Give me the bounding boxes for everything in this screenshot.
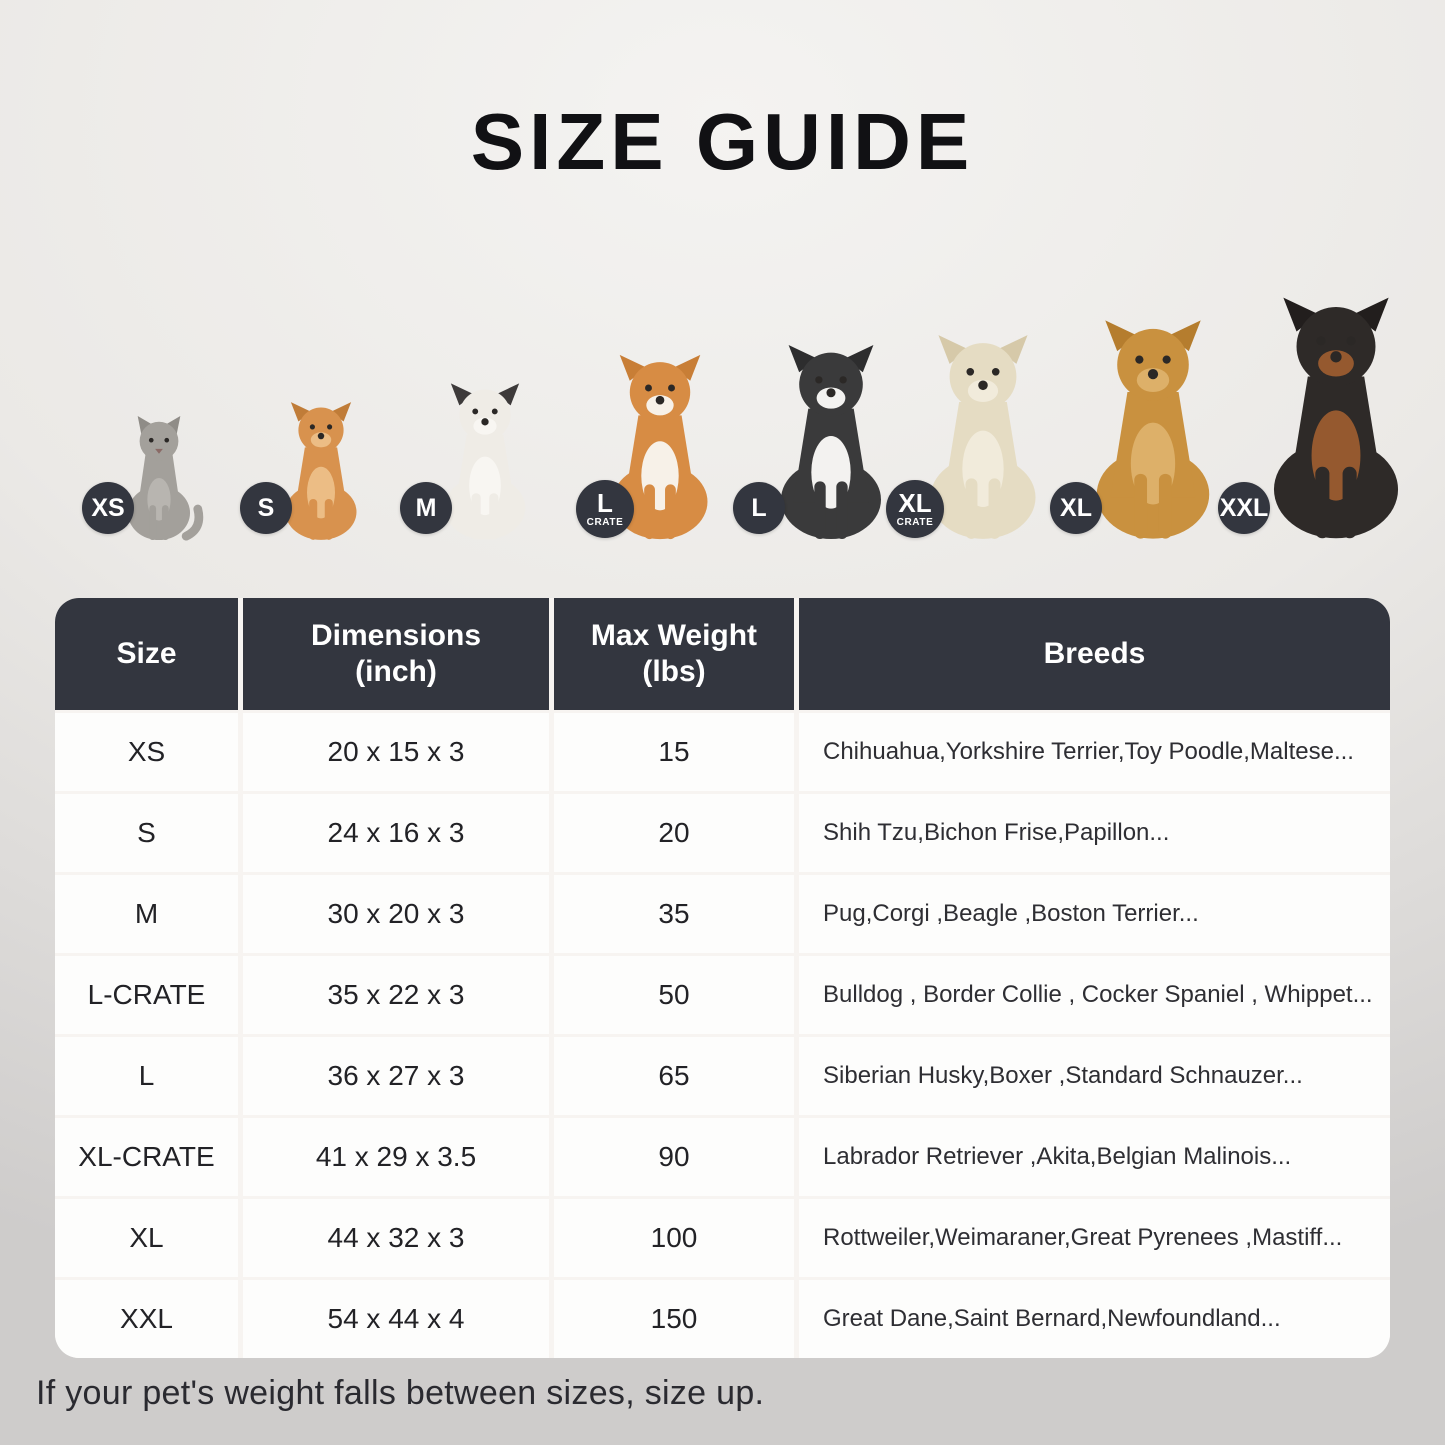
badge-label: XL <box>898 488 932 518</box>
column-header-label: Size <box>116 637 177 670</box>
size-badge-xl: XL <box>1050 482 1102 534</box>
column-header-unit: (inch) <box>355 655 437 688</box>
cell-size: S <box>55 794 238 872</box>
french-bulldog-image: M <box>400 380 546 542</box>
cell-dimensions: 20 x 15 x 3 <box>243 713 549 791</box>
size-badge-s: S <box>240 482 292 534</box>
animal-illustration <box>930 335 1036 539</box>
column-header-breeds: Breeds <box>799 598 1390 710</box>
size-badge-l: L <box>733 482 785 534</box>
page-title: SIZE GUIDE <box>470 97 975 186</box>
cell-max-weight: 150 <box>554 1280 794 1358</box>
labrador-retriever-image: XL CRATE <box>886 332 1064 542</box>
size-badge-xl-crate: XL CRATE <box>886 480 944 538</box>
cell-dimensions: 30 x 20 x 3 <box>243 875 549 953</box>
column-header-max-weight: Max Weight (lbs) <box>554 598 794 710</box>
cell-size: L <box>55 1037 238 1115</box>
badge-label: L <box>751 493 767 522</box>
sizing-note: If your pet's weight falls between sizes… <box>36 1374 765 1412</box>
cell-dimensions: 35 x 22 x 3 <box>243 956 549 1034</box>
animal-illustration <box>781 345 881 539</box>
animal-illustration <box>285 402 357 540</box>
animal-illustration <box>444 383 526 540</box>
doberman-image: XXL <box>1218 287 1430 542</box>
cell-dimensions: 54 x 44 x 4 <box>243 1280 549 1358</box>
cell-dimensions: 44 x 32 x 3 <box>243 1199 549 1277</box>
size-badge-xs: XS <box>82 482 134 534</box>
size-badge-l-crate: L CRATE <box>576 480 634 538</box>
cell-breeds: Rottweiler,Weimaraner,Great Pyrenees ,Ma… <box>799 1199 1390 1277</box>
cell-size: XS <box>55 713 238 791</box>
badge-sublabel: CRATE <box>896 517 934 528</box>
cell-size: M <box>55 875 238 953</box>
shiba-inu-image: L CRATE <box>576 352 736 542</box>
cell-size: XL-CRATE <box>55 1118 238 1196</box>
column-header-label: Breeds <box>1043 637 1146 670</box>
cell-size: XL <box>55 1199 238 1277</box>
cell-breeds: Pug,Corgi ,Beagle ,Boston Terrier... <box>799 875 1390 953</box>
size-badge-m: M <box>400 482 452 534</box>
cell-breeds: Shih Tzu,Bichon Frise,Papillon... <box>799 794 1390 872</box>
column-header-dimensions: Dimensions (inch) <box>243 598 549 710</box>
column-header-label: Max Weight <box>590 619 758 652</box>
column-header-label: Dimensions <box>310 619 482 652</box>
badge-sublabel: CRATE <box>586 517 624 528</box>
badge-label: L <box>597 488 613 518</box>
badge-label: S <box>257 493 275 522</box>
cell-max-weight: 20 <box>554 794 794 872</box>
cell-max-weight: 15 <box>554 713 794 791</box>
badge-label: XXL <box>1219 493 1269 522</box>
cell-size: XXL <box>55 1280 238 1358</box>
cell-max-weight: 90 <box>554 1118 794 1196</box>
animal-illustration <box>612 354 708 540</box>
animal-illustration <box>1096 320 1210 539</box>
badge-label: M <box>415 493 437 522</box>
cell-breeds: Bulldog , Border Collie , Cocker Spaniel… <box>799 956 1390 1034</box>
size-badge-xxl: XXL <box>1218 482 1270 534</box>
column-header-size: Size <box>55 598 238 710</box>
border-collie-image: L <box>733 342 915 542</box>
cell-breeds: Chihuahua,Yorkshire Terrier,Toy Poodle,M… <box>799 713 1390 791</box>
golden-retriever-image: XL <box>1050 317 1244 542</box>
animal-illustration <box>1273 297 1399 539</box>
cell-max-weight: 100 <box>554 1199 794 1277</box>
cell-dimensions: 36 x 27 x 3 <box>243 1037 549 1115</box>
cell-breeds: Labrador Retriever ,Akita,Belgian Malino… <box>799 1118 1390 1196</box>
cell-dimensions: 41 x 29 x 3.5 <box>243 1118 549 1196</box>
column-header-unit: (lbs) <box>642 655 706 688</box>
pet-size-lineup: XS S M L CRATE L XL CRATE XL XXL <box>0 252 1445 542</box>
badge-label: XL <box>1060 493 1092 522</box>
cell-max-weight: 35 <box>554 875 794 953</box>
size-guide-table: Size Dimensions (inch) Max Weight (lbs) Breed… <box>55 598 1390 1358</box>
cell-breeds: Great Dane,Saint Bernard,Newfoundland... <box>799 1280 1390 1358</box>
cell-size: L-CRATE <box>55 956 238 1034</box>
cat-image: XS <box>82 414 218 542</box>
cell-max-weight: 65 <box>554 1037 794 1115</box>
cell-dimensions: 24 x 16 x 3 <box>243 794 549 872</box>
animal-illustration <box>127 415 204 541</box>
cell-max-weight: 50 <box>554 956 794 1034</box>
pomeranian-image: S <box>240 400 390 542</box>
badge-label: XS <box>91 493 125 522</box>
cell-breeds: Siberian Husky,Boxer ,Standard Schnauzer… <box>799 1037 1390 1115</box>
